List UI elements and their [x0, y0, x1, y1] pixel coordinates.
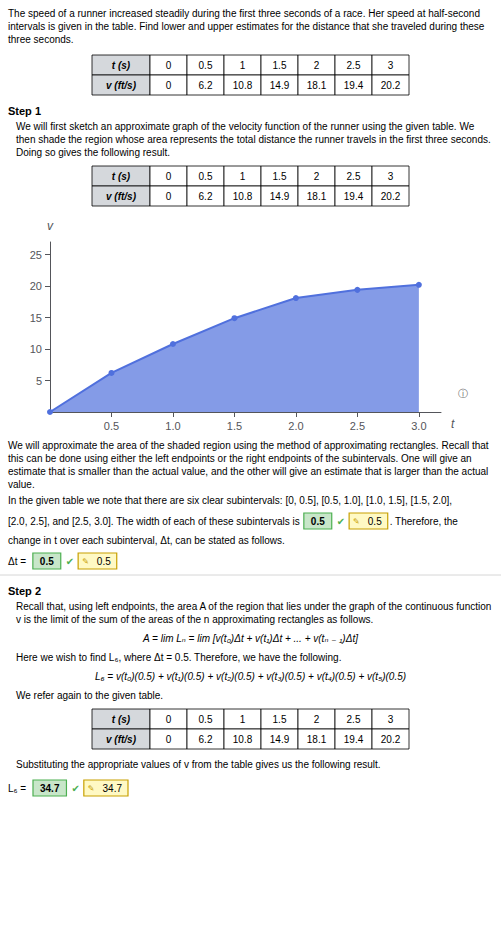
- svg-text:A = lim Lₙ = lim [v(t₀)Δt + v(: A = lim Lₙ = lim [v(t₀)Δt + v(t₁)Δt + ..…: [142, 633, 358, 644]
- svg-text:10.8: 10.8: [233, 734, 253, 745]
- svg-text:14.9: 14.9: [270, 80, 290, 91]
- svg-text:34.7: 34.7: [103, 783, 123, 794]
- svg-text:change in t over each subinter: change in t over each subinterval, Δt, c…: [8, 535, 285, 546]
- svg-text:0.5: 0.5: [104, 420, 119, 432]
- svg-text:2: 2: [314, 714, 320, 725]
- svg-text:v (ft/s): v (ft/s): [106, 734, 137, 745]
- svg-text:v (ft/s): v (ft/s): [106, 191, 137, 202]
- svg-text:2: 2: [314, 171, 320, 182]
- svg-text:The speed of a runner increase: The speed of a runner increased steadily…: [8, 8, 480, 19]
- svg-text:19.4: 19.4: [344, 191, 364, 202]
- svg-text:Substituting the appropriate v: Substituting the appropriate values of v…: [16, 759, 381, 770]
- svg-text:. Therefore, the: . Therefore, the: [390, 516, 459, 527]
- svg-text:2.5: 2.5: [347, 171, 361, 182]
- svg-text:34.7: 34.7: [40, 783, 60, 794]
- svg-text:Doing so gives the following r: Doing so gives the following result.: [16, 147, 170, 158]
- svg-text:0: 0: [166, 734, 172, 745]
- svg-text:✔: ✔: [66, 556, 74, 567]
- svg-text:0.5: 0.5: [311, 516, 325, 527]
- svg-text:In the given table we note tha: In the given table we note that there ar…: [8, 495, 452, 506]
- svg-text:✎: ✎: [88, 784, 95, 793]
- svg-text:1: 1: [240, 60, 246, 71]
- svg-text:3: 3: [388, 714, 394, 725]
- svg-text:ⓘ: ⓘ: [458, 388, 468, 399]
- svg-text:19.4: 19.4: [344, 734, 364, 745]
- svg-text:25: 25: [30, 249, 42, 261]
- svg-text:We will first sketch an approx: We will first sketch an approximate grap…: [16, 121, 475, 132]
- svg-text:18.1: 18.1: [307, 734, 327, 745]
- svg-text:Δt =: Δt =: [8, 556, 29, 567]
- svg-text:We refer again to the given ta: We refer again to the given table.: [16, 690, 163, 701]
- svg-text:2: 2: [314, 60, 320, 71]
- svg-text:0: 0: [166, 714, 172, 725]
- svg-text:15: 15: [30, 312, 42, 324]
- svg-text:✔: ✔: [71, 783, 79, 794]
- svg-text:18.1: 18.1: [307, 80, 327, 91]
- svg-text:0: 0: [166, 80, 172, 91]
- svg-text:✎: ✎: [82, 557, 89, 566]
- svg-text:20.2: 20.2: [381, 80, 401, 91]
- svg-text:1: 1: [240, 171, 246, 182]
- svg-text:2.5: 2.5: [347, 60, 361, 71]
- svg-text:t (s): t (s): [112, 714, 131, 725]
- svg-text:1.5: 1.5: [227, 420, 242, 432]
- svg-text:t (s): t (s): [112, 171, 131, 182]
- svg-text:estimate that is smaller than: estimate that is smaller than the actual…: [8, 466, 488, 477]
- svg-text:L₆ =: L₆ =: [8, 783, 29, 794]
- svg-text:3.0: 3.0: [411, 420, 426, 432]
- svg-text:5: 5: [36, 375, 42, 387]
- svg-text:0.5: 0.5: [199, 714, 213, 725]
- svg-text:Here we wish to find L₆, where: Here we wish to find L₆, where Δt = 0.5.…: [16, 652, 341, 663]
- svg-text:[2.0, 2.5], and [2.5, 3.0]. Th: [2.0, 2.5], and [2.5, 3.0]. The width of…: [8, 516, 300, 527]
- svg-text:L₆ = v(t₀)(0.5) + v(t₁)(0.5) +: L₆ = v(t₀)(0.5) + v(t₁)(0.5) + v(t₂)(0.5…: [95, 671, 406, 682]
- svg-text:3: 3: [388, 60, 394, 71]
- svg-text:0: 0: [166, 60, 172, 71]
- svg-text:6.2: 6.2: [199, 734, 213, 745]
- svg-text:10: 10: [30, 343, 42, 355]
- svg-text:10.8: 10.8: [233, 80, 253, 91]
- svg-text:20: 20: [30, 280, 42, 292]
- svg-text:6.2: 6.2: [199, 80, 213, 91]
- svg-text:value.: value.: [8, 479, 35, 490]
- svg-text:✔: ✔: [337, 516, 345, 527]
- svg-text:t: t: [451, 417, 455, 431]
- svg-text:✎: ✎: [353, 517, 360, 526]
- svg-text:1.5: 1.5: [273, 714, 287, 725]
- svg-text:Step 1: Step 1: [8, 105, 41, 117]
- svg-text:19.4: 19.4: [344, 80, 364, 91]
- svg-text:t (s): t (s): [112, 60, 131, 71]
- svg-text:14.9: 14.9: [270, 191, 290, 202]
- svg-text:2.0: 2.0: [288, 420, 303, 432]
- svg-text:0: 0: [166, 171, 172, 182]
- svg-text:20.2: 20.2: [381, 734, 401, 745]
- svg-text:intervals is given in the tabl: intervals is given in the table. Find lo…: [8, 21, 485, 32]
- svg-text:0.5: 0.5: [199, 171, 213, 182]
- svg-text:1.5: 1.5: [273, 171, 287, 182]
- svg-text:this can be done using either: this can be done using either the left e…: [8, 453, 472, 464]
- svg-text:0.5: 0.5: [199, 60, 213, 71]
- svg-text:10.8: 10.8: [233, 191, 253, 202]
- svg-text:20.2: 20.2: [381, 191, 401, 202]
- svg-text:14.9: 14.9: [270, 734, 290, 745]
- svg-text:0.5: 0.5: [97, 556, 111, 567]
- svg-text:v (ft/s): v (ft/s): [106, 80, 137, 91]
- svg-text:v is the limit of the sum of t: v is the limit of the sum of the areas o…: [16, 614, 373, 625]
- svg-text:0.5: 0.5: [40, 556, 54, 567]
- svg-text:18.1: 18.1: [307, 191, 327, 202]
- svg-text:Step 2: Step 2: [8, 585, 41, 597]
- svg-text:Recall that, using left endpoi: Recall that, using left endpoints, the a…: [16, 601, 491, 612]
- svg-text:0: 0: [166, 191, 172, 202]
- svg-text:then shade the region whose ar: then shade the region whose area represe…: [16, 134, 491, 145]
- svg-text:6.2: 6.2: [199, 191, 213, 202]
- svg-text:1.5: 1.5: [273, 60, 287, 71]
- svg-text:v: v: [47, 219, 54, 233]
- svg-text:3: 3: [388, 171, 394, 182]
- svg-text:2.5: 2.5: [350, 420, 365, 432]
- svg-text:three seconds.: three seconds.: [8, 34, 74, 45]
- svg-text:1.0: 1.0: [165, 420, 180, 432]
- svg-text:We will approximate the area o: We will approximate the area of the shad…: [8, 440, 489, 451]
- svg-text:2.5: 2.5: [347, 714, 361, 725]
- svg-text:1: 1: [240, 714, 246, 725]
- svg-text:0.5: 0.5: [368, 516, 382, 527]
